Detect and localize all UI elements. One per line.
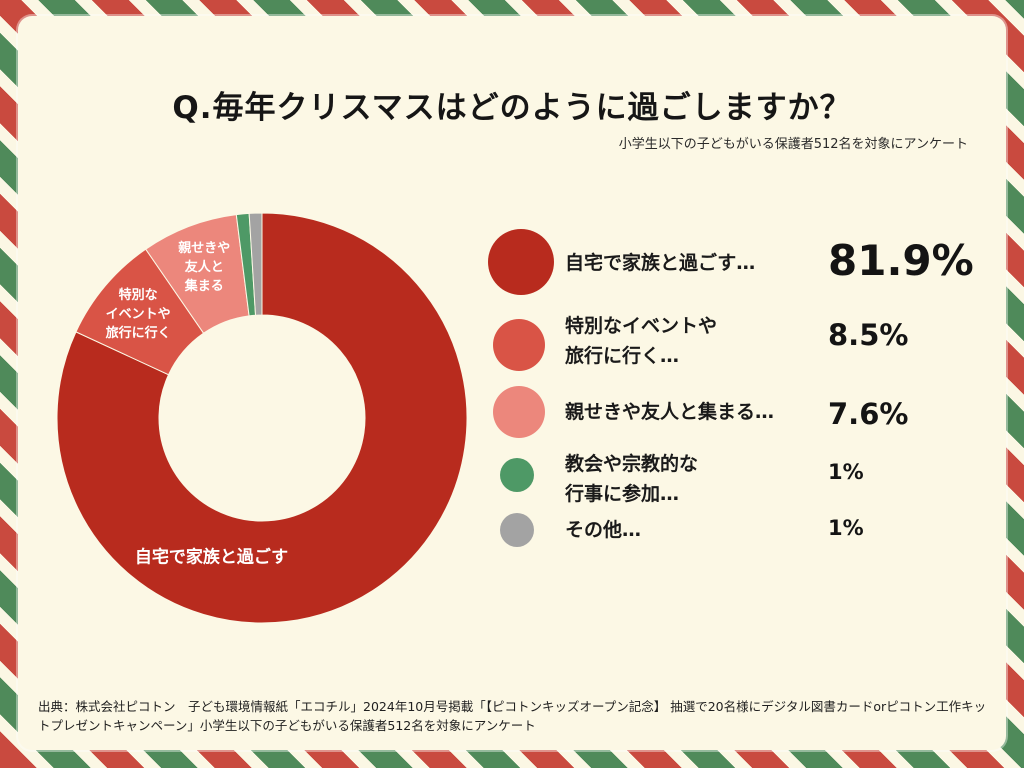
slice-label-line: 友人と [185, 259, 224, 275]
legend-label-3: 親せきや友人と集まる… [565, 401, 775, 423]
slice-label-2: 特別なイベントや旅行に行く [106, 287, 171, 341]
legend-value-4: 1% [828, 460, 864, 484]
slice-label-line: 親せきや [178, 240, 230, 256]
legend-value-3: 7.6% [828, 397, 909, 431]
slice-label-1: 自宅で家族と過ごす [135, 547, 288, 568]
source-note: 出典：株式会社ピコトン 子ども環境情報紙「エコチル」2024年10月号掲載「【ピ… [38, 699, 987, 733]
slice-label-line: 特別な [119, 287, 158, 303]
slice-label-line: イベントや [106, 307, 171, 322]
legend-swatch-4 [500, 458, 534, 492]
donut-slice-1 [56, 212, 468, 624]
chart-title: Q.毎年クリスマスはどのように過ごしますか？ [172, 90, 852, 126]
legend-value-2: 8.5% [828, 318, 909, 352]
chart-subtitle: 小学生以下の子どもがいる保護者512名を対象にアンケート [618, 137, 968, 152]
donut-slice-5 [248, 212, 263, 316]
legend-label-5: その他… [565, 519, 642, 541]
legend-value-1: 81.9% [828, 236, 974, 285]
legend-swatch-2 [493, 319, 545, 371]
legend-label-4: 教会や宗教的な 行事に参加… [565, 453, 699, 505]
legend-swatch-1 [488, 229, 554, 295]
legend-label-2: 特別なイベントや 旅行に行く… [565, 315, 718, 367]
legend-value-5: 1% [828, 516, 864, 540]
slice-label-line: 自宅で家族と過ごす [135, 547, 288, 568]
slice-label-line: 集まる [184, 278, 224, 294]
legend-label-1: 自宅で家族と過ごす… [565, 252, 756, 274]
legend-swatch-5 [500, 513, 534, 547]
slice-label-3: 親せきや友人と集まる [178, 240, 230, 294]
legend-swatch-3 [493, 386, 545, 438]
slice-label-line: 旅行に行く [106, 325, 171, 341]
chart-card [18, 16, 1006, 750]
